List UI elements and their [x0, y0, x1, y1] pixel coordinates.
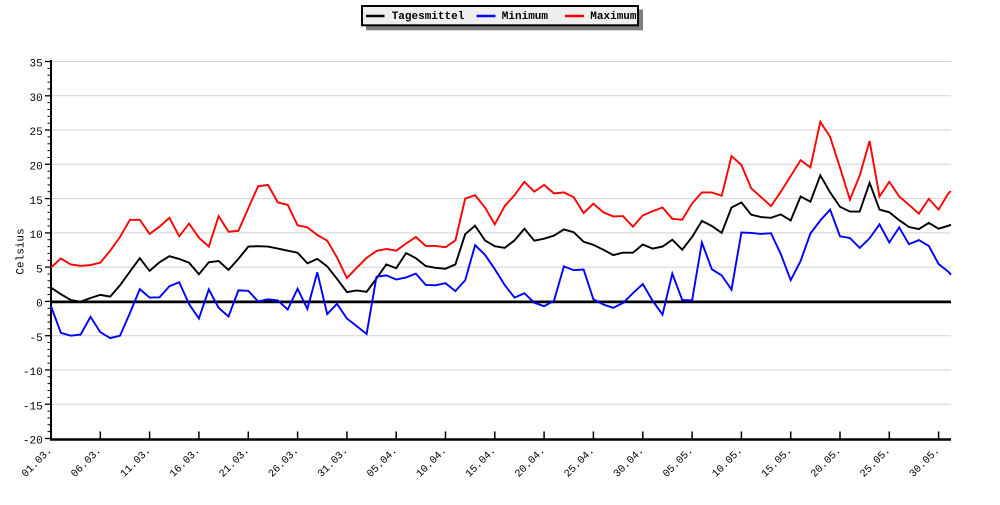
svg-text:-15: -15	[23, 401, 43, 413]
svg-text:Maximum: Maximum	[590, 11, 637, 23]
svg-text:-20: -20	[23, 436, 43, 448]
svg-text:10: 10	[29, 230, 42, 242]
svg-text:-5: -5	[29, 333, 42, 345]
svg-text:30: 30	[29, 93, 42, 105]
svg-text:25: 25	[29, 127, 42, 139]
svg-text:5: 5	[36, 264, 43, 276]
svg-text:0: 0	[36, 299, 43, 311]
svg-text:Tagesmittel: Tagesmittel	[392, 11, 465, 23]
svg-text:35: 35	[29, 59, 42, 71]
svg-text:Minimum: Minimum	[502, 11, 549, 23]
svg-text:Celsius: Celsius	[16, 228, 28, 274]
svg-text:15: 15	[29, 196, 42, 208]
svg-text:-10: -10	[23, 367, 43, 379]
svg-text:20: 20	[29, 162, 42, 174]
